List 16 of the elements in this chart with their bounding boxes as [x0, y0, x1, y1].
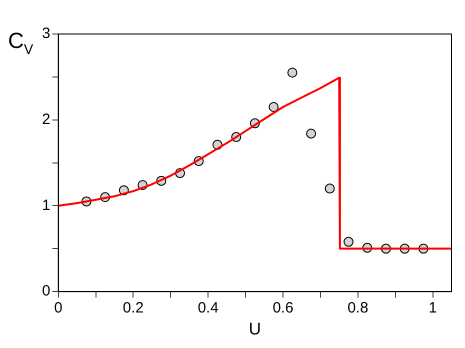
y-tick-label: 1 — [42, 196, 50, 214]
x-tick-label: 0 — [54, 300, 63, 317]
y-tick-label: 0 — [42, 282, 50, 300]
x-tick-label: 0.8 — [347, 300, 368, 317]
point — [268, 102, 279, 112]
x-tick-label: 0.2 — [122, 300, 144, 317]
x-tick-label: 0.4 — [198, 300, 219, 317]
point — [306, 128, 316, 139]
x-tick-label: 0.6 — [272, 300, 294, 317]
point — [287, 68, 298, 78]
y-tick-label: 2 — [42, 111, 50, 128]
x-axis-title: U — [248, 319, 262, 338]
point — [324, 184, 335, 194]
x-tick-label: 1 — [428, 300, 437, 317]
y-tick-label: 3 — [42, 25, 50, 42]
point — [344, 236, 354, 247]
